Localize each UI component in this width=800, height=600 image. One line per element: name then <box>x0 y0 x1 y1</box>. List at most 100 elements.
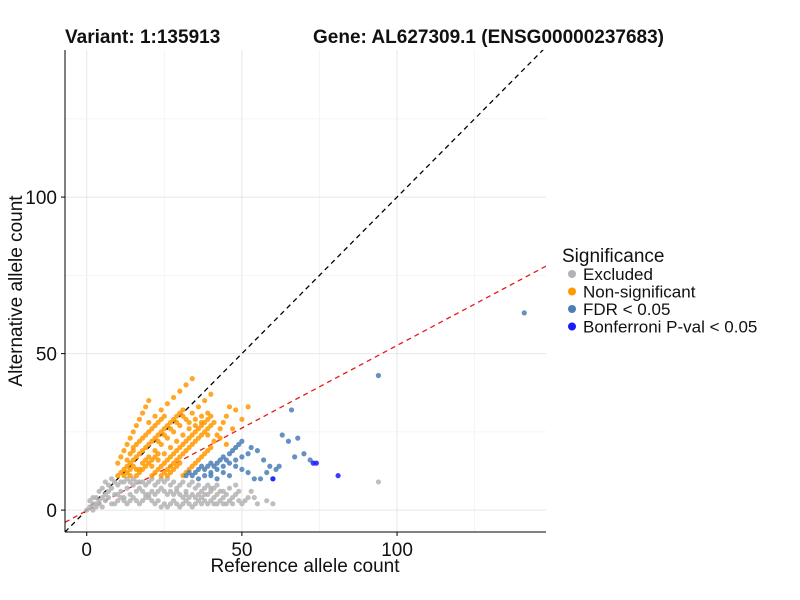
data-point <box>189 410 195 416</box>
data-point <box>233 482 239 488</box>
data-point <box>226 485 233 491</box>
data-point <box>254 501 260 507</box>
data-point <box>521 310 527 316</box>
reference-lines <box>65 50 546 532</box>
data-point <box>90 494 96 501</box>
data-point <box>233 457 239 463</box>
data-point <box>155 438 161 444</box>
data-point <box>152 413 158 419</box>
data-point <box>214 476 220 482</box>
chart-title-left: Variant: 1:135913 <box>65 27 220 48</box>
x-axis-label: Reference allele count <box>210 556 400 577</box>
chart-title-right: Gene: AL627309.1 (ENSG00000237683) <box>313 27 664 48</box>
y-axis-ticks: 0 50 100 <box>25 188 65 522</box>
data-point <box>335 473 341 479</box>
data-point <box>211 438 217 444</box>
legend-key <box>568 305 576 313</box>
data-point <box>167 426 174 432</box>
data-point <box>239 416 245 422</box>
data-point <box>118 454 124 460</box>
x-tick-label: 100 <box>381 540 413 561</box>
data-point <box>245 451 251 457</box>
data-point <box>133 422 139 429</box>
data-point <box>236 488 242 494</box>
data-point <box>220 419 226 426</box>
data-point <box>143 457 149 463</box>
y-tick-label: 0 <box>46 501 57 522</box>
data-point <box>251 494 257 501</box>
data-point <box>233 407 239 413</box>
data-point <box>152 448 158 454</box>
data-point <box>229 501 236 507</box>
x-axis-ticks: 0 50 100 <box>81 532 413 561</box>
legend: Significance ExcludedNon-significantFDR … <box>562 246 757 337</box>
data-point <box>223 413 229 419</box>
data-point <box>217 426 223 432</box>
data-point <box>251 476 257 482</box>
data-point <box>239 438 245 444</box>
data-point <box>264 498 270 504</box>
data-point <box>130 429 136 435</box>
data-point <box>226 404 233 410</box>
data-point <box>208 473 214 479</box>
data-point <box>180 432 186 438</box>
data-point <box>195 482 202 488</box>
data-point <box>217 488 223 494</box>
data-point <box>220 463 226 469</box>
data-point <box>155 498 161 504</box>
data-point <box>146 397 152 404</box>
y-tick-label: 50 <box>36 345 57 366</box>
data-point <box>239 454 245 460</box>
data-point <box>174 419 180 426</box>
data-point <box>198 413 205 419</box>
data-point <box>239 466 245 473</box>
data-point <box>161 451 167 457</box>
data-point <box>130 448 136 454</box>
legend-label: Non-significant <box>583 283 696 302</box>
legend-key <box>568 287 576 296</box>
legend-key <box>568 322 576 331</box>
data-point <box>195 404 202 410</box>
data-point <box>223 441 229 447</box>
y-axis-label: Alternative allele count <box>6 195 27 387</box>
data-point <box>214 466 220 473</box>
data-point <box>223 491 229 498</box>
data-point <box>99 485 105 491</box>
data-point <box>186 419 192 426</box>
data-point <box>192 422 198 429</box>
legend-label: FDR < 0.05 <box>583 300 670 319</box>
data-point <box>121 448 127 454</box>
legend-label: Excluded <box>583 265 653 284</box>
data-point <box>242 498 248 504</box>
data-point <box>155 457 161 463</box>
data-point <box>217 435 223 441</box>
data-point <box>183 382 189 388</box>
data-point <box>285 438 292 444</box>
data-point <box>171 394 177 401</box>
data-point <box>208 391 214 397</box>
data-point <box>292 454 298 460</box>
data-point <box>202 397 208 404</box>
data-point <box>254 448 260 454</box>
data-point <box>202 491 208 498</box>
data-point <box>124 457 130 463</box>
data-point <box>180 479 186 485</box>
data-point <box>208 413 214 419</box>
data-point <box>198 419 205 426</box>
data-point <box>171 479 177 485</box>
data-point <box>180 407 186 413</box>
data-point <box>177 460 183 466</box>
data-point <box>186 426 192 432</box>
data-point <box>233 463 239 469</box>
data-point <box>288 407 295 413</box>
data-point <box>375 479 382 485</box>
data-points <box>84 310 527 513</box>
data-point <box>167 444 174 451</box>
data-point <box>136 466 143 473</box>
data-point <box>226 473 233 479</box>
data-point <box>295 435 301 441</box>
data-point <box>264 469 270 476</box>
data-point <box>164 401 171 407</box>
legend-key <box>568 270 576 278</box>
data-point <box>248 444 254 451</box>
